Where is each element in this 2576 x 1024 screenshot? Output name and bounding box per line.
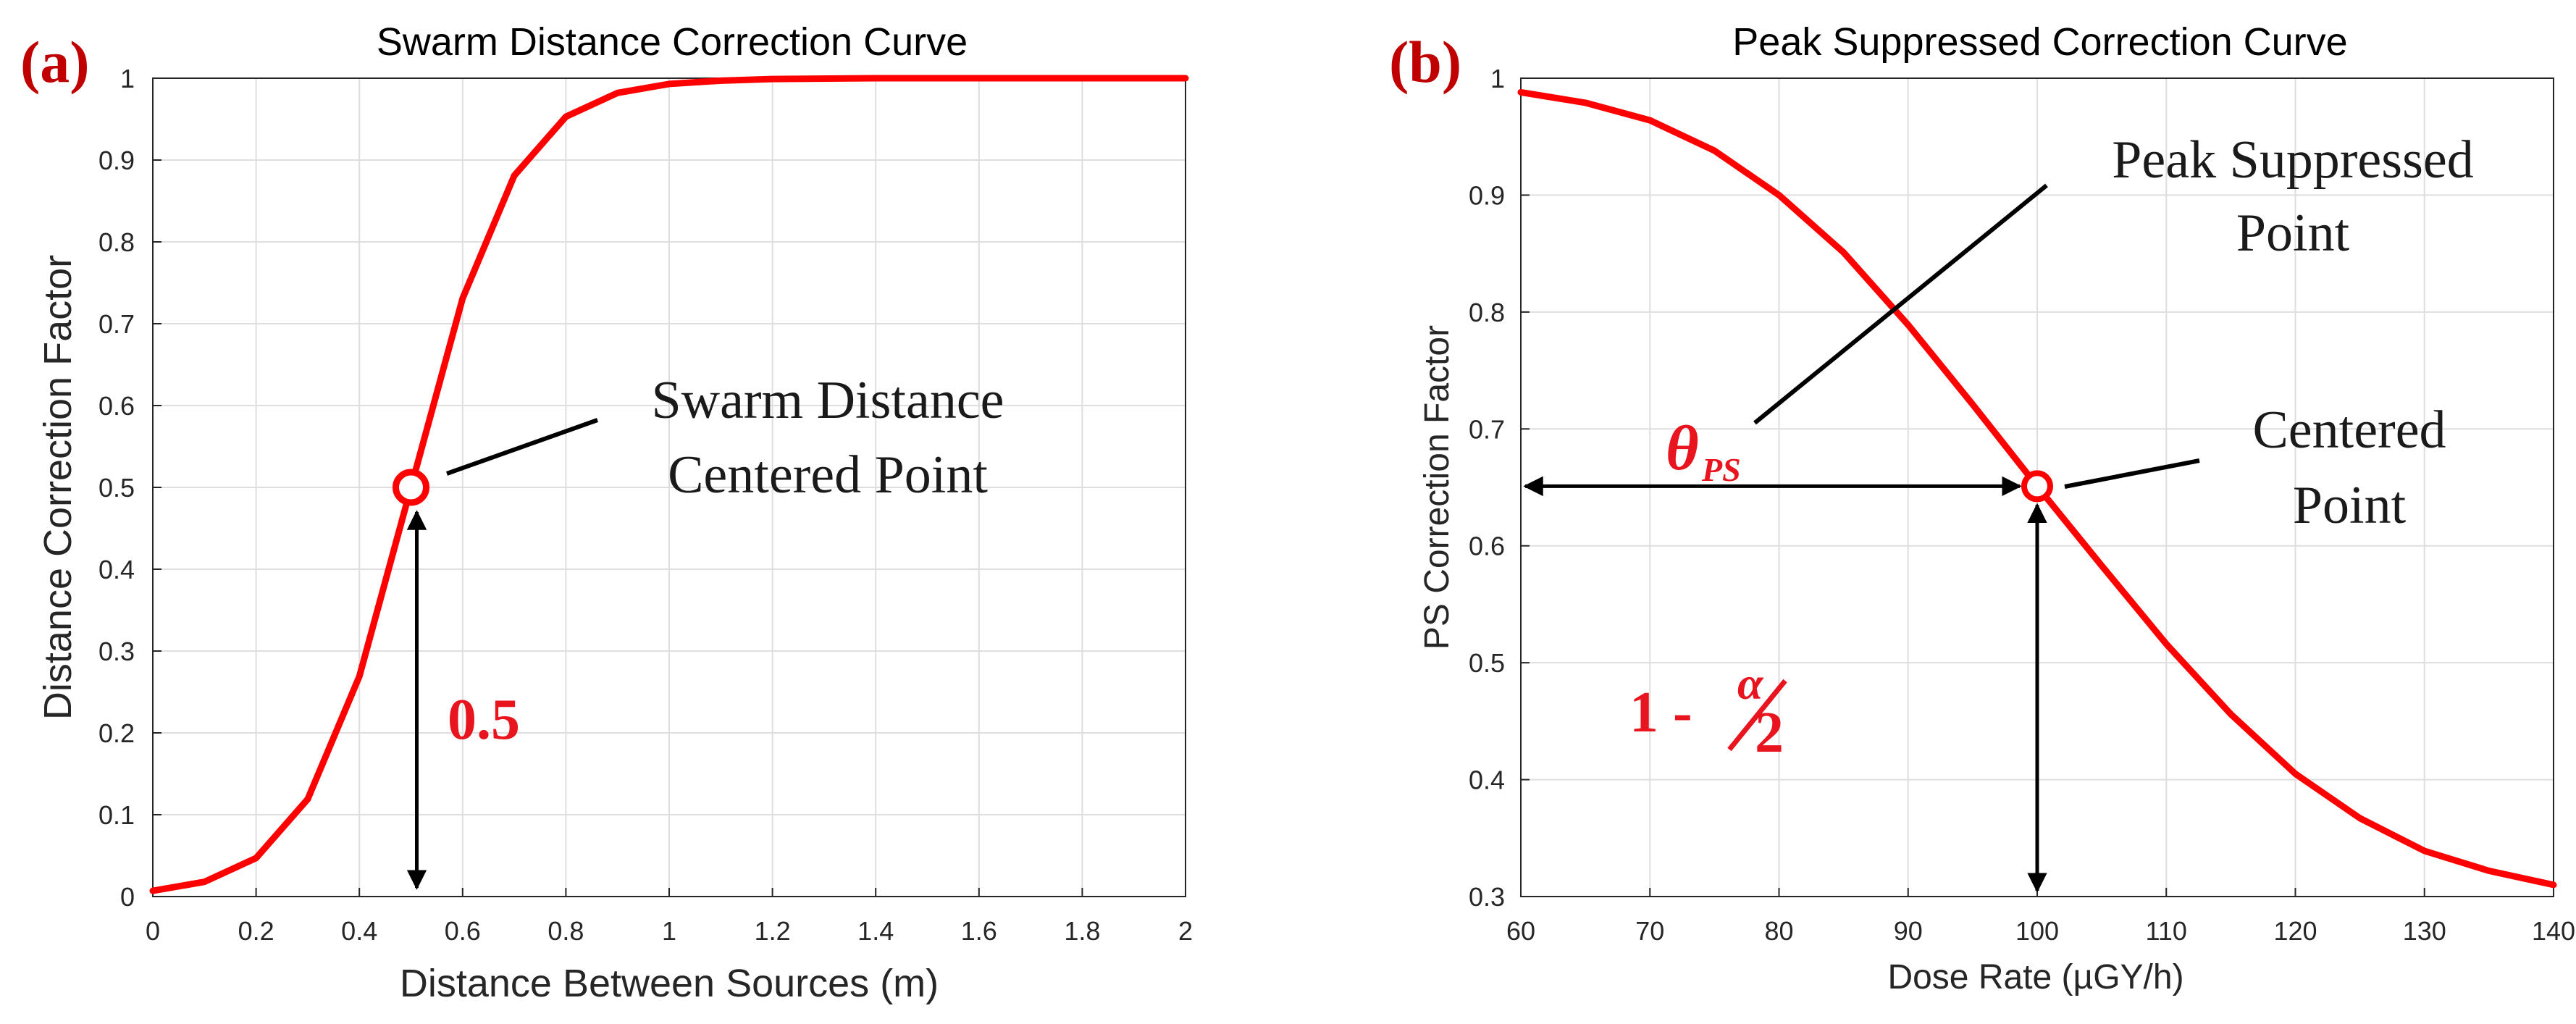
panel-a-curve xyxy=(149,75,1189,894)
panel-a-y-tick-label: 1 xyxy=(120,64,135,93)
panel-b-label: (b) xyxy=(1389,29,1461,95)
panel-b-y-tick-label: 0.7 xyxy=(1469,414,1505,444)
panel-b-theta-subscript: PS xyxy=(1701,451,1741,488)
panel-a-y-axis-label: Distance Correction Factor xyxy=(36,255,80,720)
panel-b-x-tick-label: 120 xyxy=(2273,916,2317,946)
panel-a-x-ticks: 0 0.2 0.4 0.6 0.8 1 1.2 1.4 1.6 1.8 2 xyxy=(146,888,1193,946)
panel-b-y-axis-label: PS Correction Factor xyxy=(1418,325,1456,650)
panel-b-y-tick-label: 1 xyxy=(1490,64,1505,93)
panel-a-y-tick-label: 0.9 xyxy=(98,146,135,175)
panel-a-y-tick-label: 0 xyxy=(120,882,135,912)
panel-a-x-tick-label: 0.6 xyxy=(445,916,481,946)
panel-b-x-tick-label: 100 xyxy=(2015,916,2059,946)
panel-b-y-tick-label: 0.8 xyxy=(1469,298,1505,327)
panel-b-x-tick-label: 80 xyxy=(1764,916,1793,946)
panel-a-x-tick-label: 2 xyxy=(1178,916,1193,946)
panel-b-fraction-prefix: 1 - xyxy=(1629,681,1692,744)
panel-a-x-tick-label: 1.2 xyxy=(755,916,791,946)
panel-b-x-tick-label: 110 xyxy=(2146,916,2187,946)
panel-b-centered-point-marker xyxy=(2021,470,2053,503)
panel-b-y-tick-label: 0.3 xyxy=(1469,882,1505,912)
panel-a-x-tick-label: 1.6 xyxy=(961,916,997,946)
panel-a-y-tick-label: 0.8 xyxy=(98,227,135,257)
panel-b-x-tick-label: 60 xyxy=(1506,916,1535,946)
panel-a-y-tick-label: 0.2 xyxy=(98,718,135,748)
panel-a-label: (a) xyxy=(20,29,90,95)
panel-b-peak-label-line1: Peak Suppressed xyxy=(2112,130,2473,190)
panel-b-fraction-denominator: 2 xyxy=(1755,701,1784,765)
panel-a-y-tick-label: 0.7 xyxy=(98,309,135,339)
panel-a-x-tick-label: 1.4 xyxy=(857,916,894,946)
panel-b-theta-symbol: θ xyxy=(1666,414,1699,484)
panel-a-leader-line xyxy=(445,418,599,476)
panel-b-peak-label-line2: Point xyxy=(2236,203,2350,263)
panel-a-x-tick-label: 0.4 xyxy=(341,916,377,946)
panel-b-x-tick-label: 70 xyxy=(1635,916,1664,946)
panel-a-title: Swarm Distance Correction Curve xyxy=(377,20,968,64)
panel-b-point-label-line2: Point xyxy=(2293,476,2407,535)
panel-b-x-tick-label: 90 xyxy=(1894,916,1923,946)
panel-b-x-tick-label: 130 xyxy=(2403,916,2446,946)
panel-a-x-axis-label: Distance Between Sources (m) xyxy=(400,962,939,1005)
panel-b-leader-line xyxy=(1753,183,2048,425)
panel-a-y-tick-label: 0.1 xyxy=(98,800,135,830)
panel-a-y-tick-label: 0.6 xyxy=(98,391,135,421)
panel-a-x-tick-label: 1 xyxy=(662,916,676,946)
panel-a-y-tick-label: 0.4 xyxy=(98,555,135,584)
panel-b-point-label-line1: Centered xyxy=(2252,400,2446,460)
panel-b: (b) Peak Suppressed Correction Curve 60 7… xyxy=(1389,20,2575,996)
panel-b-x-axis-label: Dose Rate (µGY/h) xyxy=(1887,958,2183,996)
panel-a-point-label-line1: Swarm Distance xyxy=(651,371,1004,430)
panel-b-x-tick-label: 140 xyxy=(2532,916,2575,946)
panel-a-y-ticks: 0 0.1 0.2 0.3 0.4 0.5 0.6 0.7 0.8 0.9 1 xyxy=(98,64,161,912)
panel-a: (a) Swarm Distance Correction Curve 0 0.2… xyxy=(20,20,1193,1005)
panel-a-centered-point-marker xyxy=(393,469,429,506)
panel-b-y-tick-label: 0.4 xyxy=(1469,765,1505,795)
panel-a-x-tick-label: 1.8 xyxy=(1064,916,1100,946)
panel-b-x-ticks: 60 70 80 90 100 110 120 130 140 xyxy=(1506,888,2575,946)
panel-a-x-tick-label: 0.2 xyxy=(238,916,274,946)
panel-a-x-tick-label: 0 xyxy=(146,916,160,946)
panel-b-y-tick-label: 0.9 xyxy=(1469,180,1505,210)
panel-b-y-tick-label: 0.6 xyxy=(1469,532,1505,561)
panel-b-fraction-slash xyxy=(1727,679,1787,752)
panel-b-point-leader-line xyxy=(2064,458,2200,489)
panel-b-y-tick-label: 0.5 xyxy=(1469,648,1505,678)
panel-b-fraction-numerator: α xyxy=(1737,658,1764,709)
panel-a-y-tick-label: 0.3 xyxy=(98,637,135,666)
panel-b-y-ticks: 0.3 0.4 0.5 0.6 0.7 0.8 0.9 1 xyxy=(1469,64,1530,912)
panel-a-point-label-line2: Centered Point xyxy=(668,445,988,505)
panel-a-arrow-value-label: 0.5 xyxy=(448,688,520,752)
panel-a-y-tick-label: 0.5 xyxy=(98,473,135,503)
panel-a-x-tick-label: 0.8 xyxy=(547,916,584,946)
panel-b-title: Peak Suppressed Correction Curve xyxy=(1732,20,2347,64)
